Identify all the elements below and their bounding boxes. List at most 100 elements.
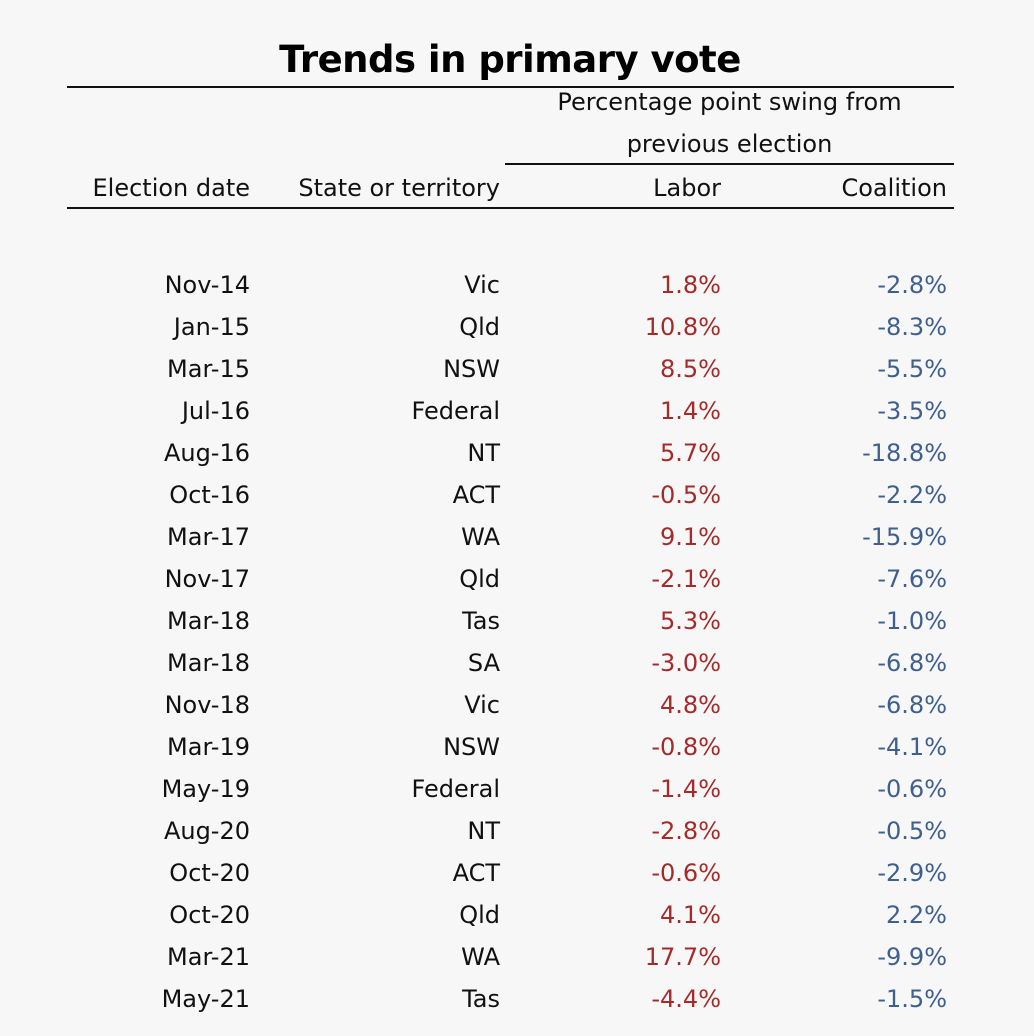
cell-labor-swing: 1.4% — [660, 397, 721, 425]
top-rule — [67, 86, 954, 88]
column-header-coalition: Coalition — [841, 174, 947, 202]
table-row: Nov-17 Qld -2.1% -7.6% — [0, 558, 1034, 600]
cell-state: NT — [467, 817, 500, 845]
table-row: Mar-18 Tas 5.3% -1.0% — [0, 600, 1034, 642]
cell-coalition-swing: -2.9% — [877, 859, 947, 887]
cell-election-date: Nov-14 — [164, 271, 250, 299]
cell-labor-swing: -0.5% — [651, 481, 721, 509]
cell-coalition-swing: -9.9% — [877, 943, 947, 971]
cell-state: Federal — [411, 397, 501, 425]
cell-state: Vic — [464, 271, 500, 299]
cell-election-date: Oct-20 — [169, 859, 250, 887]
cell-state: NT — [467, 439, 500, 467]
cell-coalition-swing: -2.2% — [877, 481, 947, 509]
cell-labor-swing: -1.4% — [651, 775, 721, 803]
table-body: Nov-14 Vic 1.8% -2.8% Jan-15 Qld 10.8% -8.3% Mar… — [0, 264, 1034, 1020]
table-row: Oct-20 ACT -0.6% -2.9% — [0, 852, 1034, 894]
cell-state: Qld — [459, 901, 500, 929]
cell-labor-swing: 1.8% — [660, 271, 721, 299]
cell-labor-swing: -0.8% — [651, 733, 721, 761]
cell-election-date: Aug-16 — [163, 439, 250, 467]
cell-labor-swing: 8.5% — [660, 355, 721, 383]
column-header-labor: Labor — [653, 174, 721, 202]
cell-labor-swing: 5.7% — [660, 439, 721, 467]
cell-election-date: Mar-17 — [167, 523, 250, 551]
table-row: Mar-21 WA 17.7% -9.9% — [0, 936, 1034, 978]
cell-labor-swing: -2.1% — [651, 565, 721, 593]
cell-state: ACT — [452, 859, 500, 887]
group-rule — [505, 163, 954, 165]
table-row: Oct-16 ACT -0.5% -2.2% — [0, 474, 1034, 516]
cell-coalition-swing: -7.6% — [877, 565, 947, 593]
cell-state: WA — [461, 943, 500, 971]
header-rule — [67, 207, 954, 209]
cell-coalition-swing: -1.0% — [877, 607, 947, 635]
cell-coalition-swing: -6.8% — [877, 649, 947, 677]
cell-labor-swing: 17.7% — [644, 943, 721, 971]
cell-election-date: Mar-15 — [167, 355, 250, 383]
cell-coalition-swing: 2.2% — [886, 901, 947, 929]
cell-coalition-swing: -2.8% — [877, 271, 947, 299]
swing-group-header-line-2: previous election — [626, 130, 833, 158]
table-row: Mar-15 NSW 8.5% -5.5% — [0, 348, 1034, 390]
table-row: May-21 Tas -4.4% -1.5% — [0, 978, 1034, 1020]
cell-election-date: Mar-19 — [167, 733, 250, 761]
cell-state: WA — [461, 523, 500, 551]
cell-election-date: Aug-20 — [163, 817, 250, 845]
cell-labor-swing: 4.8% — [660, 691, 721, 719]
cell-election-date: Jan-15 — [173, 313, 250, 341]
cell-election-date: Nov-18 — [164, 691, 250, 719]
cell-election-date: Jul-16 — [181, 397, 250, 425]
cell-labor-swing: 5.3% — [660, 607, 721, 635]
table-row: Jul-16 Federal 1.4% -3.5% — [0, 390, 1034, 432]
cell-coalition-swing: -6.8% — [877, 691, 947, 719]
cell-coalition-swing: -5.5% — [877, 355, 947, 383]
cell-labor-swing: 9.1% — [660, 523, 721, 551]
cell-state: Qld — [459, 313, 500, 341]
cell-election-date: Nov-17 — [164, 565, 250, 593]
cell-labor-swing: -0.6% — [651, 859, 721, 887]
cell-labor-swing: 4.1% — [660, 901, 721, 929]
column-header-election-date: Election date — [92, 174, 250, 202]
cell-state: ACT — [452, 481, 500, 509]
swing-group-header-line-1: Percentage point swing from — [557, 88, 902, 116]
cell-election-date: Mar-18 — [167, 607, 250, 635]
cell-coalition-swing: -18.8% — [862, 439, 947, 467]
table-row: Aug-16 NT 5.7% -18.8% — [0, 432, 1034, 474]
table-row: Aug-20 NT -2.8% -0.5% — [0, 810, 1034, 852]
cell-labor-swing: 10.8% — [644, 313, 721, 341]
cell-coalition-swing: -4.1% — [877, 733, 947, 761]
table-row: Nov-18 Vic 4.8% -6.8% — [0, 684, 1034, 726]
cell-election-date: Mar-18 — [167, 649, 250, 677]
cell-state: Federal — [411, 775, 501, 803]
cell-state: Qld — [459, 565, 500, 593]
table-row: Mar-17 WA 9.1% -15.9% — [0, 516, 1034, 558]
table-row: Oct-20 Qld 4.1% 2.2% — [0, 894, 1034, 936]
cell-state: NSW — [443, 733, 500, 761]
cell-state: Vic — [464, 691, 500, 719]
cell-election-date: Oct-16 — [169, 481, 250, 509]
cell-state: Tas — [462, 607, 500, 635]
cell-election-date: May-19 — [161, 775, 250, 803]
cell-labor-swing: -4.4% — [651, 985, 721, 1013]
cell-election-date: Mar-21 — [167, 943, 250, 971]
column-header-state: State or territory — [298, 174, 500, 202]
cell-coalition-swing: -15.9% — [862, 523, 947, 551]
cell-labor-swing: -3.0% — [651, 649, 721, 677]
table-row: Mar-18 SA -3.0% -6.8% — [0, 642, 1034, 684]
cell-state: SA — [467, 649, 500, 677]
table-row: Nov-14 Vic 1.8% -2.8% — [0, 264, 1034, 306]
cell-coalition-swing: -1.5% — [877, 985, 947, 1013]
table-row: Jan-15 Qld 10.8% -8.3% — [0, 306, 1034, 348]
cell-state: NSW — [443, 355, 500, 383]
table-row: Mar-19 NSW -0.8% -4.1% — [0, 726, 1034, 768]
cell-labor-swing: -2.8% — [651, 817, 721, 845]
cell-coalition-swing: -8.3% — [877, 313, 947, 341]
table-title: Trends in primary vote — [279, 38, 741, 81]
cell-coalition-swing: -0.6% — [877, 775, 947, 803]
cell-state: Tas — [462, 985, 500, 1013]
cell-election-date: Oct-20 — [169, 901, 250, 929]
cell-coalition-swing: -0.5% — [877, 817, 947, 845]
table-row: May-19 Federal -1.4% -0.6% — [0, 768, 1034, 810]
cell-election-date: May-21 — [161, 985, 250, 1013]
